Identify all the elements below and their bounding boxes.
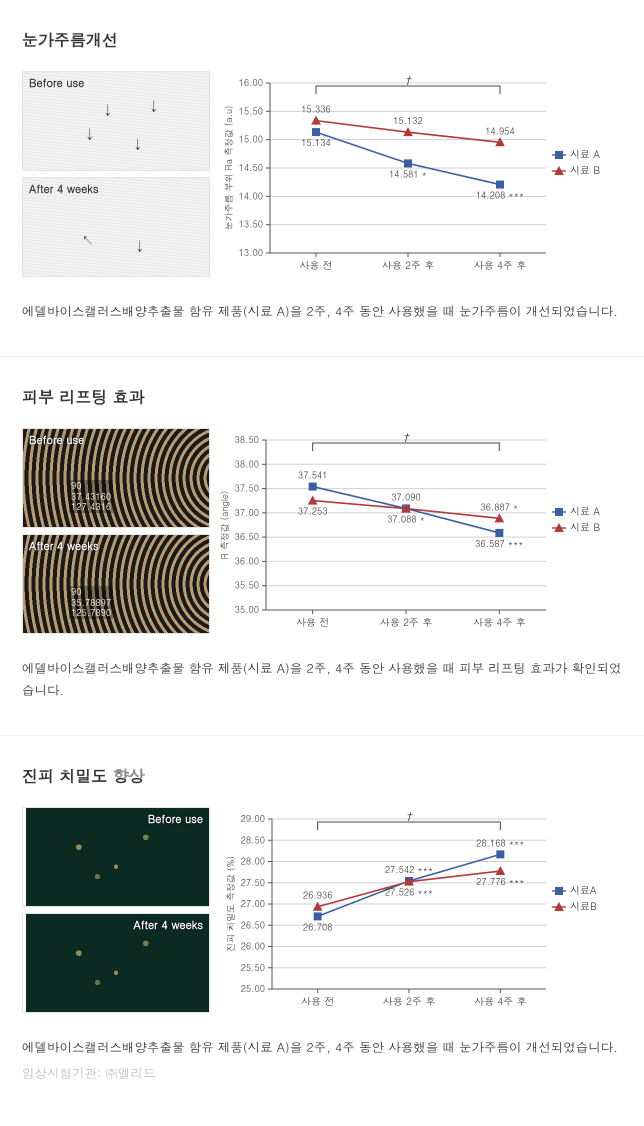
chart-eye-wrinkle: 13.00 13.50 14.00 14.50 15.00 15.50 16.00 사용 전 사… xyxy=(216,71,622,281)
thumb-before: Before use 90 37.43160 127.4316 xyxy=(22,428,210,528)
svg-text:사용 2주 후: 사용 2주 후 xyxy=(380,615,433,629)
thumb-after: After 4 weeks ↖ ↓ xyxy=(22,177,210,277)
svg-text:37.541: 37.541 xyxy=(298,469,328,482)
svg-text:14.581 *: 14.581 * xyxy=(389,167,427,180)
thumb-before-label: Before use xyxy=(29,76,84,91)
thumb-column: Before use 90 37.43160 127.4316 After 4 … xyxy=(22,428,210,634)
section-desc: 에델바이스캘러스배양추출물 함유 제품(시료 A)을 2주, 4주 동안 사용했… xyxy=(22,658,622,701)
svg-text:사용 2주 후: 사용 2주 후 xyxy=(382,258,435,272)
svg-text:사용 4주 후: 사용 4주 후 xyxy=(473,615,526,629)
svg-text:사용 전: 사용 전 xyxy=(301,994,334,1008)
svg-text:사용 전: 사용 전 xyxy=(299,258,332,272)
figure-row: Before use 90 37.43160 127.4316 After 4 … xyxy=(22,428,622,638)
chart-dermis: 25.00 25.50 26.00 26.50 27.00 27.50 28.00 28.50… xyxy=(216,807,622,1017)
svg-text:25.00: 25.00 xyxy=(241,982,265,995)
section-lifting: 피부 리프팅 효과 Before use 90 37.43160 127.431… xyxy=(0,357,644,736)
svg-text:26.936: 26.936 xyxy=(303,888,333,901)
section-desc: 에델바이스캘러스배양추출물 함유 제품(시료 A)을 2주, 4주 동안 사용했… xyxy=(22,301,622,322)
svg-text:28.50: 28.50 xyxy=(241,833,265,846)
svg-text:36.587 ***: 36.587 *** xyxy=(475,537,523,550)
svg-text:38.00: 38.00 xyxy=(235,458,259,471)
thumb-after: After 4 weeks 90 35.78897 125.7890 xyxy=(22,534,210,634)
svg-text:15.134: 15.134 xyxy=(301,136,331,149)
svg-text:15.336: 15.336 xyxy=(301,103,331,116)
svg-text:27.526 ***: 27.526 *** xyxy=(385,885,433,898)
svg-text:27.50: 27.50 xyxy=(241,876,265,889)
svg-text:사용 4주 후: 사용 4주 후 xyxy=(474,258,527,272)
svg-text:시료B: 시료B xyxy=(570,899,597,913)
svg-text:15.132: 15.132 xyxy=(393,114,423,127)
angle-readout-after: 90 35.78897 125.7890 xyxy=(69,586,113,619)
svg-text:사용 전: 사용 전 xyxy=(296,615,329,629)
svg-text:시료 A: 시료 A xyxy=(570,147,600,161)
thumb-after-label: After 4 weeks xyxy=(133,918,203,933)
svg-text:37.253: 37.253 xyxy=(298,505,328,518)
section-title: 진피 치밀도 향상 xyxy=(22,764,622,787)
svg-text:16.00: 16.00 xyxy=(239,76,263,89)
svg-text:시료A: 시료A xyxy=(570,883,597,897)
svg-text:14.954: 14.954 xyxy=(485,124,515,137)
svg-text:14.208 ***: 14.208 *** xyxy=(476,189,524,202)
section-desc: 에델바이스캘러스배양추출물 함유 제품(시료 A)을 2주, 4주 동안 사용했… xyxy=(22,1037,622,1058)
svg-text:25.50: 25.50 xyxy=(241,961,265,974)
svg-text:13.50: 13.50 xyxy=(239,218,263,231)
svg-text:14.00: 14.00 xyxy=(239,189,263,202)
thumb-before-label: Before use xyxy=(29,433,84,448)
section-dermis: 진피 치밀도 향상 Before use After 4 weeks 25.00… xyxy=(0,736,644,1116)
svg-text:35.50: 35.50 xyxy=(235,579,259,592)
svg-text:37.088 *: 37.088 * xyxy=(387,513,425,526)
thumb-after-label: After 4 weeks xyxy=(29,182,99,197)
svg-text:시료 B: 시료 B xyxy=(570,520,600,534)
thumb-column: Before use After 4 weeks xyxy=(22,807,210,1013)
svg-text:27.542 ***: 27.542 *** xyxy=(385,863,433,876)
svg-text:13.00: 13.00 xyxy=(239,246,263,259)
thumb-after: After 4 weeks xyxy=(22,913,210,1013)
svg-text:27.00: 27.00 xyxy=(241,897,265,910)
svg-text:26.708: 26.708 xyxy=(303,920,333,933)
svg-text:시료 A: 시료 A xyxy=(570,504,600,518)
svg-text:눈가주름 부위 Ra 측정값 (a.u): 눈가주름 부위 Ra 측정값 (a.u) xyxy=(222,106,235,231)
svg-text:37.00: 37.00 xyxy=(235,506,259,519)
svg-text:R 측정값 (angle): R 측정값 (angle) xyxy=(218,491,231,560)
thumb-before: Before use xyxy=(22,807,210,907)
svg-text:36.887 *: 36.887 * xyxy=(480,501,518,514)
angle-readout-before: 90 37.43160 127.4316 xyxy=(69,480,113,513)
svg-text:28.00: 28.00 xyxy=(241,854,265,867)
svg-text:시료 B: 시료 B xyxy=(570,163,600,177)
clinical-footnote: 임상시험기관: ㈜엘리드 xyxy=(22,1064,622,1082)
svg-text:26.00: 26.00 xyxy=(241,939,265,952)
svg-text:36.00: 36.00 xyxy=(235,555,259,568)
figure-row: Before use ↓ ↓ ↓ ↓ After 4 weeks ↖ ↓ 13.… xyxy=(22,71,622,281)
thumb-before-label: Before use xyxy=(148,812,203,827)
thumb-column: Before use ↓ ↓ ↓ ↓ After 4 weeks ↖ ↓ xyxy=(22,71,210,277)
thumb-after-label: After 4 weeks xyxy=(29,539,99,554)
svg-text:15.00: 15.00 xyxy=(239,133,263,146)
svg-text:26.50: 26.50 xyxy=(241,918,265,931)
svg-text:27.776 ***: 27.776 *** xyxy=(476,875,524,888)
svg-text:35.00: 35.00 xyxy=(235,603,259,616)
svg-text:29.00: 29.00 xyxy=(241,812,265,825)
chart-lifting: 35.00 35.50 36.00 36.50 37.00 37.50 38.00 38.50… xyxy=(216,428,622,638)
svg-text:14.50: 14.50 xyxy=(239,161,263,174)
section-title: 눈가주름개선 xyxy=(22,28,622,51)
svg-text:36.50: 36.50 xyxy=(235,530,259,543)
svg-text:사용 4주 후: 사용 4주 후 xyxy=(474,994,527,1008)
svg-text:15.50: 15.50 xyxy=(239,104,263,117)
thumb-before: Before use ↓ ↓ ↓ ↓ xyxy=(22,71,210,171)
section-eye-wrinkle: 눈가주름개선 Before use ↓ ↓ ↓ ↓ After 4 weeks … xyxy=(0,0,644,357)
svg-text:진피 치밀도 측정값 (%): 진피 치밀도 측정값 (%) xyxy=(224,856,237,952)
svg-text:사용 2주 후: 사용 2주 후 xyxy=(383,994,436,1008)
svg-text:37.50: 37.50 xyxy=(235,482,259,495)
svg-text:37.090: 37.090 xyxy=(391,491,421,504)
svg-text:28.168 ***: 28.168 *** xyxy=(476,836,524,849)
section-title: 피부 리프팅 효과 xyxy=(22,385,622,408)
svg-text:38.50: 38.50 xyxy=(235,433,259,446)
figure-row: Before use After 4 weeks 25.00 25.50 26.00… xyxy=(22,807,622,1017)
